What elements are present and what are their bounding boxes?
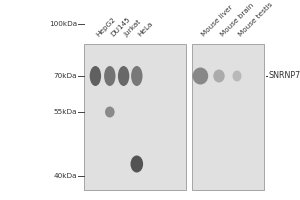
Ellipse shape xyxy=(90,66,101,86)
Ellipse shape xyxy=(130,156,143,172)
Bar xyxy=(84,44,186,190)
Text: HeLa: HeLa xyxy=(137,21,154,38)
Bar xyxy=(192,44,264,190)
Text: 100kDa: 100kDa xyxy=(49,21,77,27)
Text: DU145: DU145 xyxy=(110,16,131,38)
Ellipse shape xyxy=(105,106,115,117)
Ellipse shape xyxy=(213,70,225,82)
Text: Mouse liver: Mouse liver xyxy=(200,4,234,38)
Text: 55kDa: 55kDa xyxy=(54,109,77,115)
Ellipse shape xyxy=(232,71,242,82)
Text: 70kDa: 70kDa xyxy=(54,73,77,79)
Text: 40kDa: 40kDa xyxy=(54,173,77,179)
Ellipse shape xyxy=(104,66,116,86)
Text: Jurkat: Jurkat xyxy=(124,19,143,38)
Text: HepG2: HepG2 xyxy=(95,16,117,38)
Text: SNRNP70: SNRNP70 xyxy=(268,72,300,80)
Ellipse shape xyxy=(118,66,129,86)
Text: Mouse brain: Mouse brain xyxy=(219,2,254,38)
Ellipse shape xyxy=(193,68,208,84)
Ellipse shape xyxy=(131,66,142,86)
Text: Mouse testis: Mouse testis xyxy=(237,2,273,38)
